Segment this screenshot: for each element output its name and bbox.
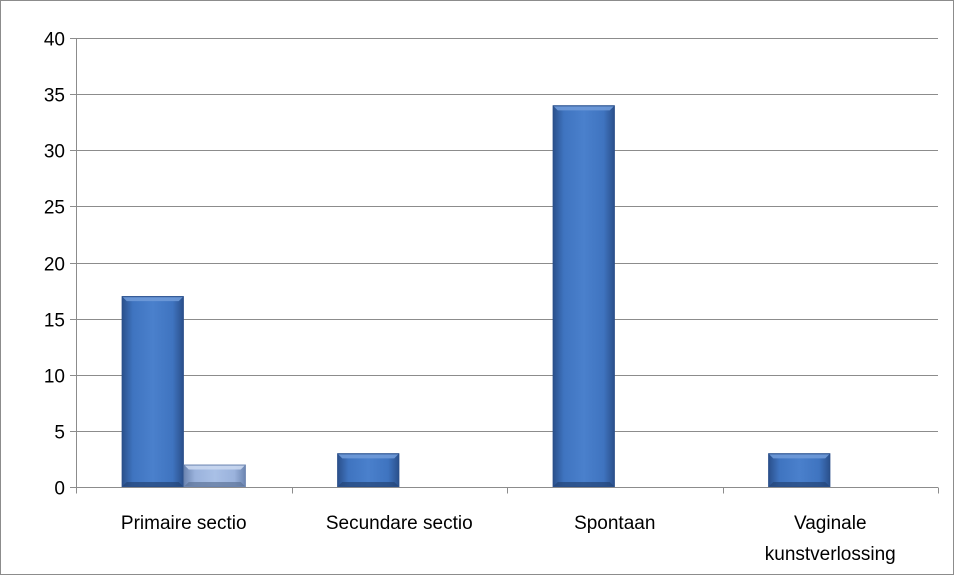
bar-outline — [337, 453, 400, 488]
y-tick-label: 20 — [44, 255, 65, 276]
bar-bevel — [552, 105, 615, 111]
y-tick-label: 0 — [54, 479, 65, 500]
x-category-label: Vaginale — [794, 513, 867, 534]
bar-bevel — [121, 296, 184, 302]
y-tick-label: 10 — [44, 367, 65, 388]
y-tick-label: 30 — [44, 142, 65, 163]
bar — [552, 105, 615, 487]
bar-bevel — [768, 453, 831, 459]
bar — [183, 464, 246, 487]
bar-outline — [183, 464, 246, 487]
x-category-label: kunstverlossing — [765, 544, 896, 565]
bar-outline — [768, 453, 831, 488]
bar-body — [552, 105, 615, 487]
bar-shade — [121, 482, 184, 487]
y-tick-label: 40 — [44, 30, 65, 51]
bar-outline — [121, 296, 184, 487]
axes — [70, 38, 939, 494]
x-category-label: Spontaan — [574, 513, 655, 534]
bars — [121, 105, 831, 488]
bar-shade — [337, 482, 400, 487]
bar-body — [337, 453, 400, 487]
y-tick-label: 15 — [44, 311, 65, 332]
x-category-label: Secundare sectio — [326, 513, 473, 534]
gridlines — [76, 38, 938, 432]
bar-body — [121, 296, 184, 487]
bar-bevel — [337, 453, 400, 459]
x-category-label: Primaire sectio — [121, 513, 247, 534]
bar-bevel — [183, 464, 246, 470]
bar-shade — [768, 482, 831, 487]
bar-shade — [552, 482, 615, 487]
labels: 0 5 10 15 20 25 30 35 40 Primaire sectio Secundare… — [44, 30, 896, 566]
bar-outline — [552, 105, 615, 487]
bar-body — [768, 453, 831, 487]
bar — [768, 453, 831, 488]
bar-shade — [183, 482, 246, 487]
bar — [337, 453, 400, 488]
y-tick-label: 5 — [54, 423, 65, 444]
y-tick-label: 35 — [44, 86, 65, 107]
bar — [121, 296, 184, 487]
y-tick-label: 25 — [44, 198, 65, 219]
bar-body — [183, 464, 246, 487]
